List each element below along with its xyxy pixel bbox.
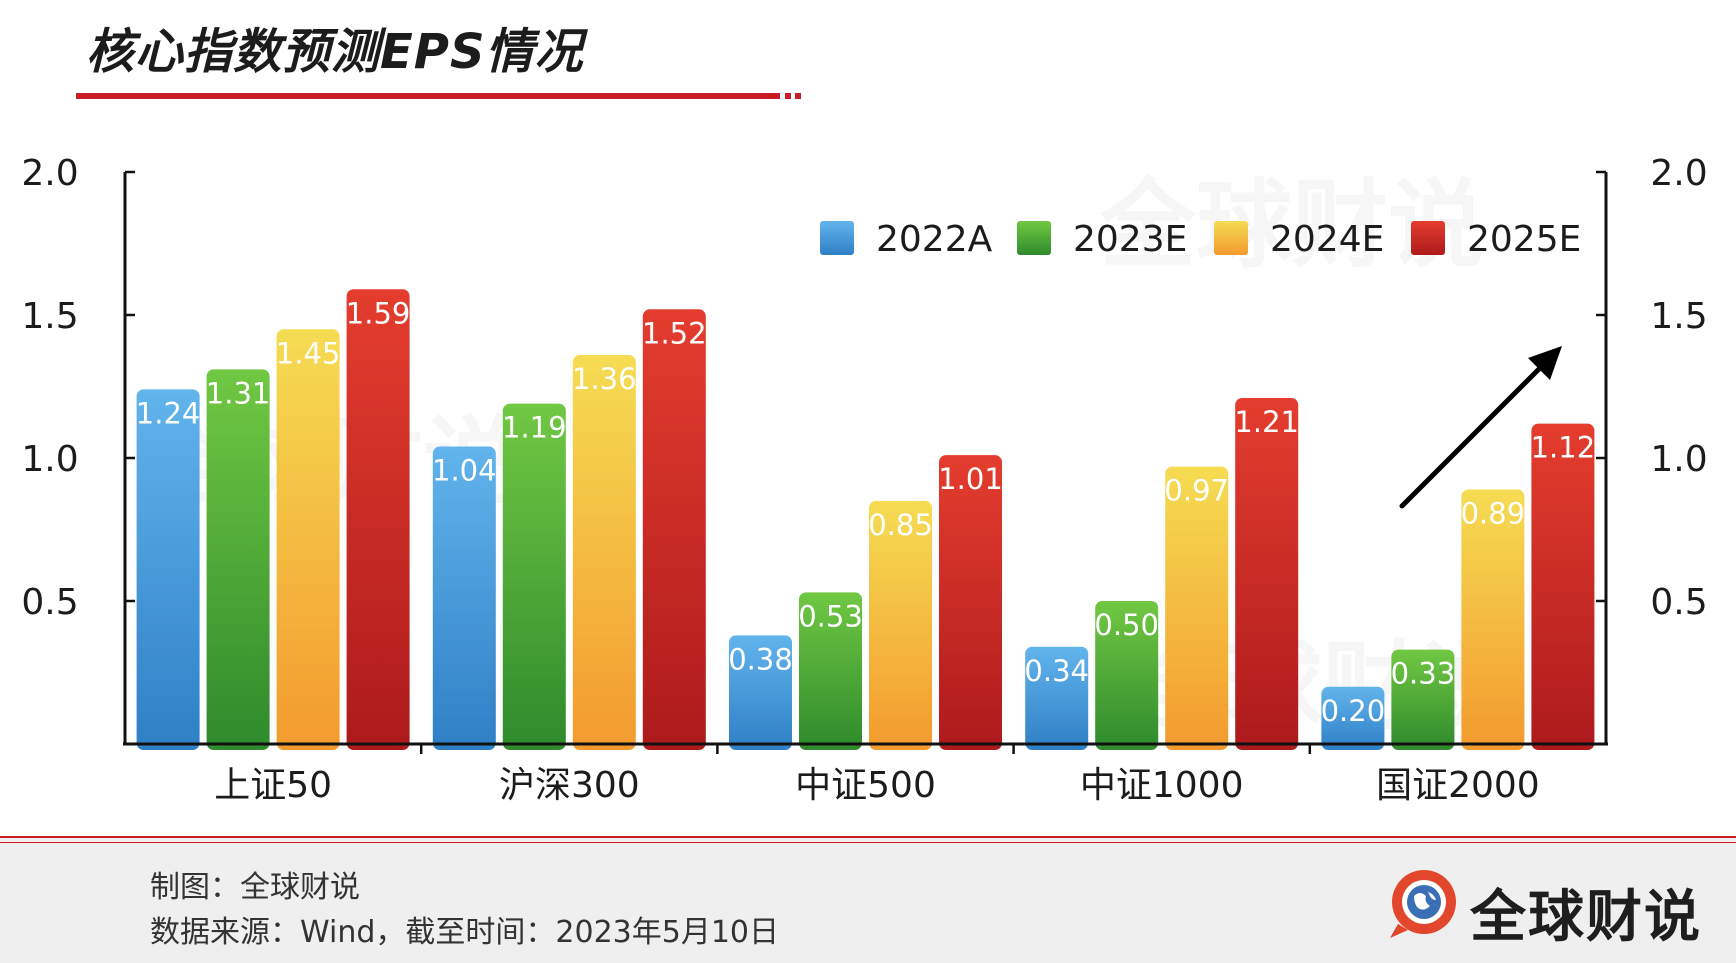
bar-2022A-2 [432, 446, 496, 750]
trend-arrow-line [1399, 362, 1546, 509]
y-tick-label-left: 1.0 [21, 439, 78, 480]
bar-value-label: 0.20 [1321, 694, 1386, 728]
bar-value-label: 0.97 [1164, 474, 1229, 508]
x-tick-label: 中证1000 [1080, 765, 1244, 806]
bar-2023E-2 [502, 403, 566, 750]
bar-2023E-3 [799, 592, 862, 750]
bar-2022A-3 [729, 635, 792, 750]
bar-value-label: 1.21 [1234, 405, 1299, 439]
page-title: 核心指数预测EPS情况 [86, 24, 584, 80]
axis-layer: 0.5 0.5 1.0 1.0 1.5 1.5 2.0 2.0 上证50 沪深300 中证500 中证… [21, 153, 1707, 806]
y-tick-label-left: 1.5 [21, 296, 78, 337]
legend: 2022A 2023E 2024E 2025E [820, 219, 1581, 260]
bar-2025E-2 [642, 309, 706, 750]
bar-2022A-4 [1025, 646, 1089, 750]
bar-2024E-2 [572, 355, 636, 750]
x-tick-label: 沪深300 [499, 765, 640, 806]
bar-value-label: 0.33 [1391, 657, 1456, 691]
footer-divider-thin [0, 842, 1736, 843]
y-tick-label-right: 1.5 [1650, 296, 1707, 337]
x-tick-label: 上证50 [214, 765, 332, 806]
footer-divider [0, 836, 1736, 838]
bar-value-label: 0.89 [1461, 496, 1526, 530]
bar-2024E-1 [276, 329, 340, 750]
legend-label: 2023E [1073, 219, 1187, 260]
legend-swatch [820, 221, 854, 255]
y-tick-label-right: 0.5 [1650, 582, 1707, 623]
bar-value-label: 1.31 [206, 376, 271, 410]
footer-source: 数据来源：Wind，截至时间：2023年5月10日 [150, 915, 780, 950]
bar-value-label: 0.38 [728, 642, 793, 676]
bar-2023E-4 [1095, 601, 1159, 750]
bar-2025E-3 [939, 455, 1002, 750]
bar-value-label: 1.36 [572, 362, 637, 396]
bars-layer: 1.241.311.451.59 1.041.191.361.52 0.380.53… [136, 289, 1595, 750]
legend-label: 2024E [1270, 219, 1384, 260]
bar-2025E-1 [346, 289, 410, 750]
title-underline-dots [785, 93, 801, 99]
footer-credit: 制图：全球财说 [150, 870, 360, 905]
bar-value-label: 1.59 [346, 296, 411, 330]
bar-value-label: 0.34 [1024, 654, 1089, 688]
x-tick-label: 国证2000 [1376, 765, 1540, 806]
bar-2022A-5 [1321, 686, 1385, 750]
bar-value-label: 0.53 [798, 599, 863, 633]
trend-arrow-head-icon [1528, 346, 1562, 380]
bar-value-label: 1.12 [1531, 431, 1596, 465]
legend-swatch [1411, 221, 1445, 255]
brand-logo-icon [1390, 870, 1456, 938]
bar-2023E-1 [206, 369, 270, 750]
bar-2025E-5 [1531, 423, 1595, 750]
annotation-layer [1399, 346, 1562, 509]
bar-2023E-5 [1391, 649, 1455, 750]
bar-2024E-3 [869, 500, 932, 750]
bar-2024E-5 [1461, 489, 1525, 750]
title-underline [76, 93, 780, 99]
legend-label: 2025E [1467, 219, 1581, 260]
legend-swatch [1214, 221, 1248, 255]
bar-2022A-1 [136, 389, 200, 750]
bar-2024E-4 [1165, 466, 1229, 750]
legend-swatch [1017, 221, 1051, 255]
legend-label: 2022A [876, 219, 993, 260]
bar-value-label: 1.04 [432, 454, 497, 488]
bar-value-label: 1.45 [276, 336, 341, 370]
y-tick-label-left: 0.5 [21, 582, 78, 623]
bar-value-label: 1.01 [938, 462, 1003, 496]
y-tick-label-left: 2.0 [21, 153, 78, 194]
bar-value-label: 0.85 [868, 508, 933, 542]
bar-2025E-4 [1235, 397, 1299, 750]
x-tick-label: 中证500 [795, 765, 936, 806]
y-tick-label-right: 2.0 [1650, 153, 1707, 194]
bar-value-label: 1.19 [502, 411, 567, 445]
bar-value-label: 1.52 [642, 316, 707, 350]
y-tick-label-right: 1.0 [1650, 439, 1707, 480]
bar-value-label: 1.24 [136, 396, 201, 430]
bar-value-label: 0.50 [1094, 608, 1159, 642]
brand-name: 全球财说 [1470, 885, 1702, 950]
